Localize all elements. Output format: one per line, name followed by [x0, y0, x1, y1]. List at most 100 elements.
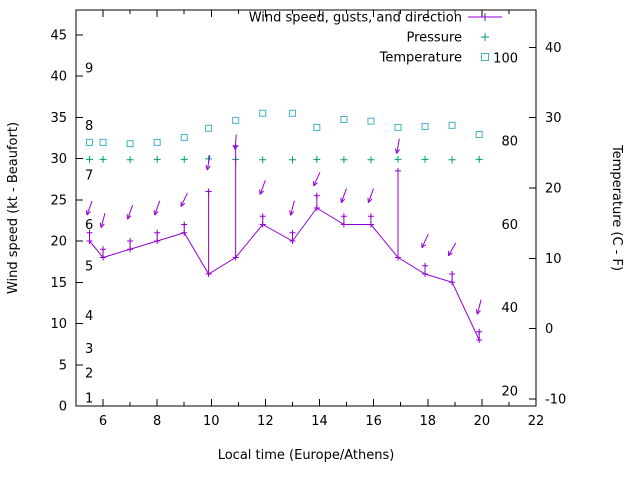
- pressure-point: [448, 156, 456, 164]
- fahrenheit-label: 100: [493, 51, 518, 66]
- x-tick-label: 18: [419, 414, 436, 429]
- wind-series: [86, 134, 483, 343]
- temperature-point: [313, 123, 321, 131]
- pressure-point: [313, 155, 321, 163]
- pressure-point: [340, 156, 348, 164]
- pressure-point: [367, 156, 375, 164]
- y-axis-left-knots: 0 5 10 15 20 25 30 35 40 45 Wind speed (kt - Beauf…: [6, 28, 83, 415]
- temperature-point: [180, 133, 188, 141]
- wind-direction-arrow: [367, 188, 374, 204]
- temperature-point: [232, 116, 240, 124]
- x-tick-label: 12: [257, 414, 274, 429]
- y-left-tick-label: 35: [50, 111, 67, 126]
- fahrenheit-label: 40: [501, 301, 518, 316]
- legend-label: Temperature: [379, 51, 462, 66]
- y-axis-right-celsius: -10 0 10 20 30 40 Temperature (C - F): [529, 41, 624, 407]
- wind-gust-point: [313, 192, 320, 199]
- wind-gust-point: [476, 328, 483, 335]
- legend-label: Wind speed, gusts, and direction: [249, 11, 462, 26]
- temperature-point: [448, 121, 456, 129]
- wind-direction-arrow: [86, 200, 93, 216]
- wind-direction-arrow: [475, 299, 482, 315]
- temperature-point: [153, 138, 161, 146]
- beaufort-label: 1: [85, 391, 93, 406]
- x-tick-label: 14: [311, 414, 328, 429]
- wind-gust-point: [205, 188, 212, 195]
- pressure-point: [99, 155, 107, 163]
- temperature-point: [288, 109, 296, 117]
- fahrenheit-scale-labels: 20 40 60 80 100: [493, 51, 518, 399]
- x-axis: 6 8 10 12 14 16 18 20 22 Local time (Europe/Athen…: [99, 10, 544, 463]
- y-left-tick-label: 10: [50, 317, 67, 332]
- y-left-tick-label: 30: [50, 152, 67, 167]
- x-tick-label: 6: [99, 414, 107, 429]
- wind-gust-point: [259, 213, 266, 220]
- wind-direction-arrow: [421, 233, 429, 249]
- y-right-tick-label: 40: [545, 41, 562, 56]
- temperature-point: [126, 140, 134, 148]
- y-left-tick-label: 5: [59, 358, 67, 373]
- y-right-tick-label: -10: [545, 392, 566, 407]
- wind-gust-point: [181, 221, 188, 228]
- pressure-point: [288, 156, 296, 164]
- temperature-point: [340, 116, 348, 124]
- legend-label: Pressure: [406, 31, 462, 46]
- beaufort-label: 3: [85, 342, 93, 357]
- y-right-tick-label: 10: [545, 252, 562, 267]
- temperature-point: [394, 123, 402, 131]
- beaufort-label: 5: [85, 259, 93, 274]
- legend-sample-marker: [481, 33, 489, 41]
- wind-direction-arrow: [340, 188, 347, 204]
- legend-sample-marker: [481, 53, 489, 61]
- wind-direction-arrow: [259, 180, 266, 195]
- y-left-tick-label: 45: [50, 28, 67, 43]
- plot-border: [75, 9, 537, 407]
- wind-direction-arrow: [313, 172, 321, 187]
- fahrenheit-label: 60: [501, 218, 518, 233]
- beaufort-label: 4: [85, 309, 93, 324]
- wind-direction-arrow: [180, 192, 188, 207]
- wind-gust-point: [422, 262, 429, 269]
- temperature-point: [205, 124, 213, 132]
- pressure-point: [126, 156, 134, 164]
- y-right-tick-label: 0: [545, 322, 553, 337]
- wind-direction-arrow: [99, 213, 106, 228]
- pressure-point: [153, 155, 161, 163]
- pressure-point: [421, 155, 429, 163]
- beaufort-label: 7: [85, 169, 93, 184]
- wind-direction-arrow: [205, 155, 211, 171]
- wind-direction-arrow: [153, 200, 161, 216]
- x-tick-label: 20: [474, 414, 491, 429]
- fahrenheit-label: 20: [501, 385, 518, 400]
- temperature-point: [475, 131, 483, 139]
- pressure-point: [475, 155, 483, 163]
- wind-gust-point: [395, 167, 401, 174]
- beaufort-scale-labels: 1 2 3 4 5 6 7 8 9: [85, 61, 93, 406]
- wind-gust-point: [100, 246, 107, 253]
- temperature-series: [86, 109, 483, 148]
- x-axis-title: Local time (Europe/Athens): [218, 448, 395, 463]
- wind-speed-line: [89, 207, 480, 341]
- wind-direction-arrow: [394, 138, 400, 154]
- wind-gust-point: [86, 229, 93, 236]
- x-tick-label: 16: [365, 414, 382, 429]
- beaufort-label: 6: [85, 218, 93, 233]
- pressure-series: [86, 155, 483, 164]
- wind-gust-point: [154, 229, 161, 236]
- wind-direction-arrow: [232, 134, 238, 150]
- y-right-tick-label: 30: [545, 111, 562, 126]
- y-left-tick-label: 40: [50, 70, 67, 85]
- legend-sample-marker: [481, 13, 489, 21]
- pressure-point: [259, 156, 267, 164]
- y-right-axis-title: Temperature (C - F): [609, 144, 624, 271]
- wind-direction-arrow: [447, 242, 457, 257]
- beaufort-label: 2: [85, 367, 93, 382]
- fahrenheit-label: 80: [501, 135, 518, 150]
- temperature-point: [99, 138, 107, 146]
- temperature-point: [259, 109, 267, 117]
- temperature-point: [367, 117, 375, 125]
- y-left-axis-title: Wind speed (kt - Beaufort): [6, 122, 21, 294]
- legend: Wind speed, gusts, and direction Pressure…: [249, 11, 502, 66]
- wind-gust-point: [449, 271, 456, 277]
